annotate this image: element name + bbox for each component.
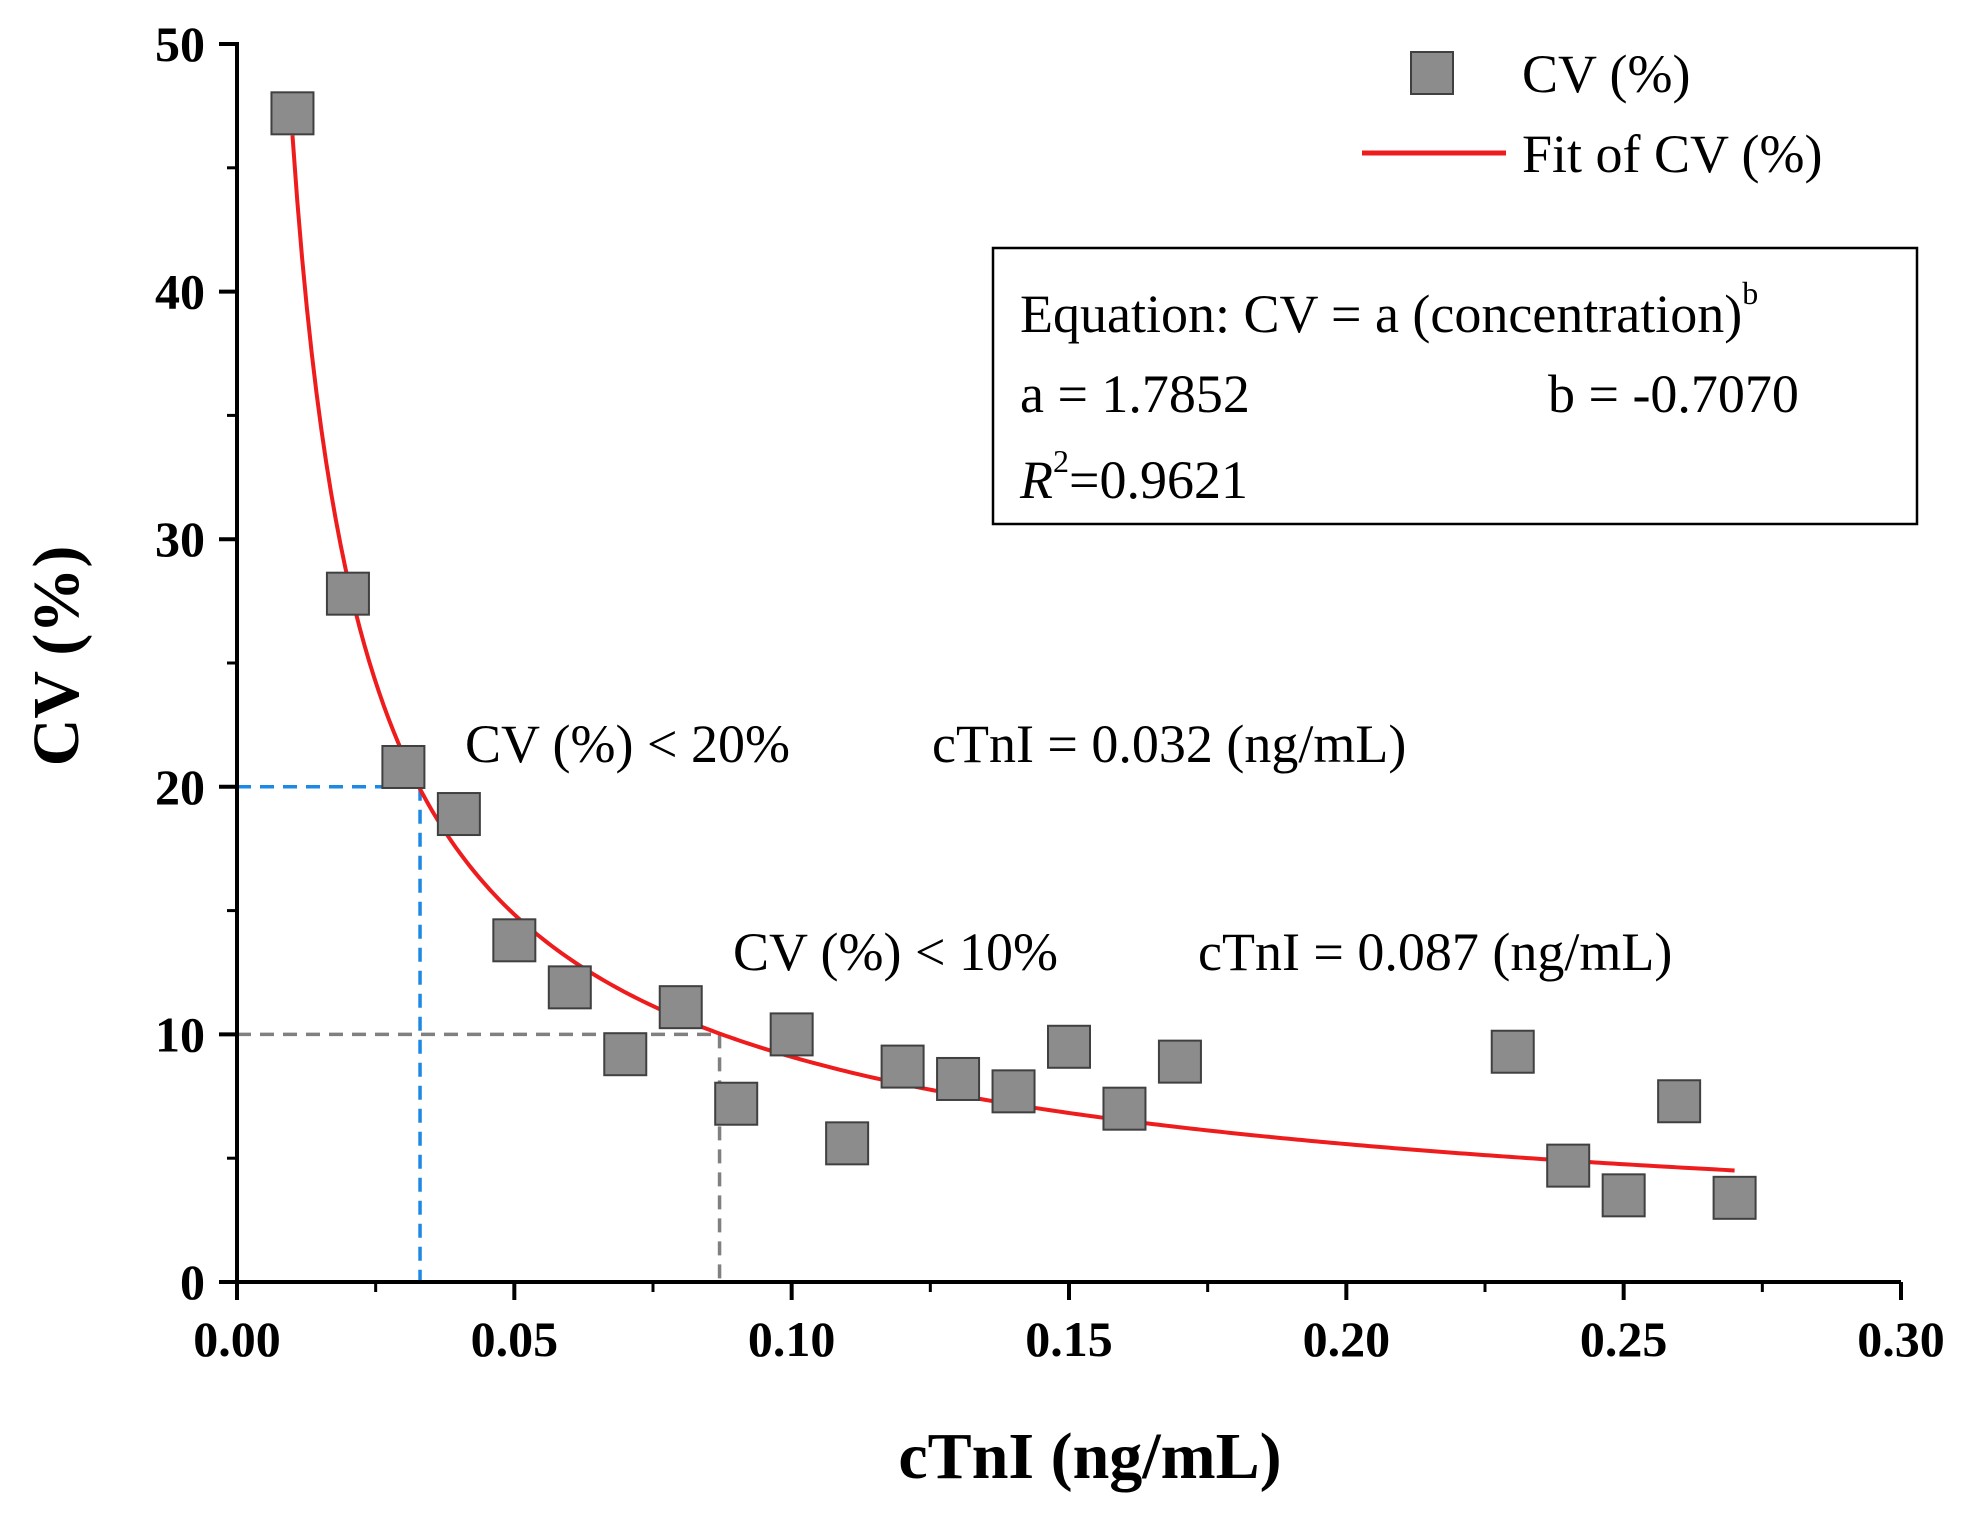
equation-line: Equation: CV = a (concentration)b (1020, 275, 1758, 344)
x-tick-label: 0.15 (1025, 1311, 1113, 1367)
data-point (603, 1032, 648, 1077)
r-squared: R2=0.9621 (1019, 443, 1248, 510)
y-tick-label: 30 (155, 511, 205, 567)
y-tick-label: 0 (180, 1254, 205, 1310)
annotation-cv-20: CV (%) < 20% (465, 714, 790, 774)
y-tick-label: 50 (155, 16, 205, 72)
x-axis-ticks: 0.00 0.05 0.10 0.15 0.20 0.25 0.30 (193, 1282, 1945, 1367)
equation-exponent: b (1742, 275, 1758, 311)
y-tick-label: 40 (155, 264, 205, 320)
data-point (714, 1081, 759, 1126)
legend-label-cv: CV (%) (1522, 44, 1691, 104)
x-tick-label: 0.05 (471, 1311, 559, 1367)
data-point (769, 1012, 814, 1057)
data-point (825, 1121, 870, 1166)
axes: 0.00 0.05 0.10 0.15 0.20 0.25 0.30 0 10 20 30 40 50 (155, 16, 1945, 1367)
data-point (991, 1069, 1036, 1114)
data-point (936, 1056, 981, 1101)
data-point (1047, 1024, 1091, 1069)
x-axis-title: cTnI (ng/mL) (898, 1420, 1281, 1493)
data-point (547, 965, 592, 1010)
r-symbol: R (1019, 450, 1053, 510)
data-points (270, 91, 1757, 1220)
legend-scatter-marker (1410, 51, 1454, 95)
data-point (436, 792, 481, 837)
data-point (325, 571, 370, 616)
r-exponent: 2 (1053, 443, 1069, 479)
x-tick-label: 0.25 (1580, 1311, 1668, 1367)
data-point (1546, 1143, 1591, 1188)
data-point (492, 918, 537, 963)
y-axis-title: CV (%) (20, 546, 93, 767)
param-a: a = 1.7852 (1020, 364, 1250, 424)
param-b: b = -0.7070 (1548, 364, 1799, 424)
annotation-ctni-087: cTnI = 0.087 (ng/mL) (1198, 922, 1672, 982)
legend-label-fit: Fit of CV (%) (1522, 124, 1823, 184)
x-tick-label: 0.00 (193, 1311, 281, 1367)
data-point (1657, 1079, 1702, 1124)
data-point (1601, 1173, 1646, 1218)
x-tick-label: 0.10 (748, 1311, 836, 1367)
y-axis-ticks: 0 10 20 30 40 50 (155, 16, 237, 1310)
y-tick-label: 20 (155, 759, 205, 815)
equation-text: Equation: CV = a (concentration) (1020, 284, 1742, 344)
data-point (1490, 1029, 1535, 1074)
x-tick-label: 0.30 (1857, 1311, 1945, 1367)
data-point (658, 985, 703, 1030)
r-squared-value: =0.9621 (1069, 450, 1248, 510)
equation-box-frame (991, 246, 1919, 526)
data-point (1157, 1039, 1202, 1084)
x-tick-label: 0.20 (1303, 1311, 1391, 1367)
data-point (1102, 1086, 1147, 1131)
y-tick-label: 10 (155, 1006, 205, 1062)
data-point (270, 91, 315, 136)
equation-box: Equation: CV = a (concentration)b a = 1.… (991, 246, 1919, 526)
annotation-cv-10: CV (%) < 10% (733, 922, 1058, 982)
annotation-ctni-032: cTnI = 0.032 (ng/mL) (932, 714, 1406, 774)
data-point (381, 744, 426, 789)
data-point (1712, 1175, 1757, 1220)
data-point (880, 1044, 925, 1089)
legend: CV (%) Fit of CV (%) (1362, 44, 1823, 184)
